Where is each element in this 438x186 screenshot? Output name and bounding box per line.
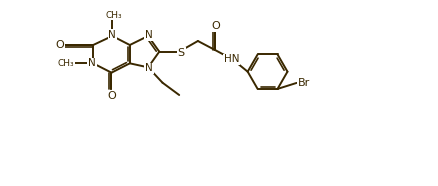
Text: N: N xyxy=(88,58,96,68)
Text: O: O xyxy=(107,91,116,101)
Text: N: N xyxy=(145,63,153,73)
Text: S: S xyxy=(178,48,185,58)
Text: CH₃: CH₃ xyxy=(57,59,74,68)
Text: N: N xyxy=(145,30,153,40)
Text: Br: Br xyxy=(297,78,310,88)
Text: N: N xyxy=(109,30,116,40)
Text: HN: HN xyxy=(224,54,239,64)
Text: CH₃: CH₃ xyxy=(106,10,123,20)
Text: O: O xyxy=(56,40,64,50)
Text: O: O xyxy=(212,21,220,31)
